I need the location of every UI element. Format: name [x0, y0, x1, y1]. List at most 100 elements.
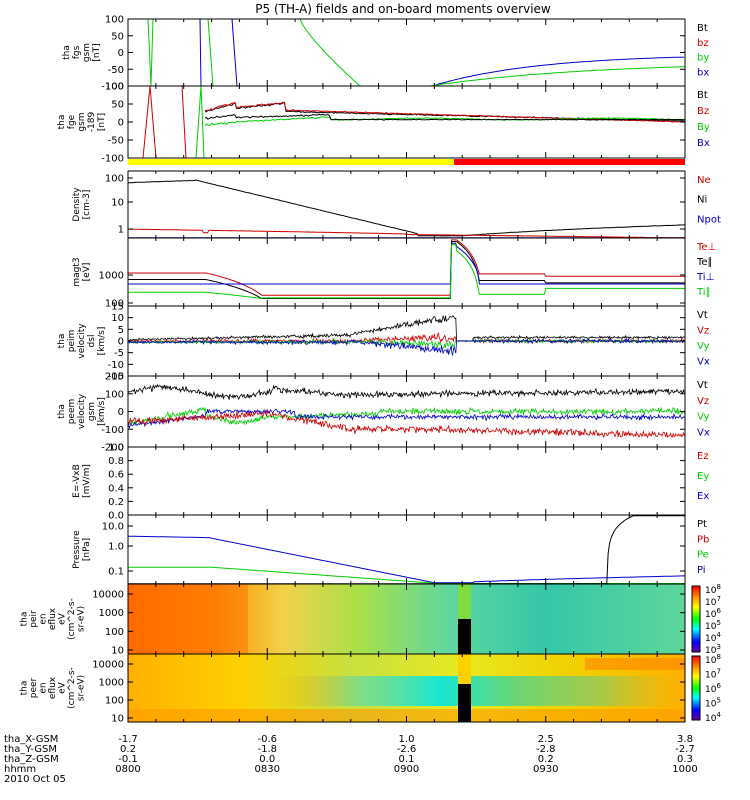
y-axis-label-peir: eflux [48, 607, 58, 630]
legend-temp-Ti⊥: Ti⊥ [696, 272, 714, 283]
y-axis-label-density: [cm-3] [82, 190, 92, 220]
legend-pressure-Pi: Pi [697, 565, 706, 576]
legend-peem-Vy: Vy [697, 412, 710, 423]
x-axis-date: 2010 Oct 05 [4, 774, 66, 785]
y-tick-label-peem: 100 [105, 389, 124, 400]
series-fge-by-spike [195, 86, 205, 158]
figure-title: P5 (TH-A) fields and on-board moments ov… [255, 2, 551, 16]
plot-area-peim [128, 314, 685, 357]
legend-pressure-Pe: Pe [697, 550, 709, 561]
x-tick-label-tha_Z-GSM: 0.0 [259, 754, 275, 765]
x-tick-label-tha_Y-GSM: -2.8 [536, 744, 556, 755]
plot-area-fgs [147, 19, 685, 86]
x-tick-label-tha_Z-GSM: -0.1 [118, 754, 138, 765]
y-tick-label-peem: 200 [105, 372, 124, 383]
heatmap-hotspot-peir [128, 584, 248, 654]
y-axis-label-peir: (cm^2-s- [67, 598, 77, 640]
y-tick-label-peim: -10 [108, 360, 124, 371]
legend-efield-Ey: Ey [697, 471, 709, 482]
x-tick-label-tha_Y-GSM: 0.2 [120, 744, 136, 755]
x-tick-label-tha_Z-GSM: 0.3 [677, 754, 693, 765]
y-tick-label-pressure: 0.1 [108, 567, 124, 578]
y-tick-label-fgs: 0 [118, 48, 124, 59]
panel-pressure: Pressure [nPa] 10.0 1.0 0.1 Pt Pb Pe Pi [72, 514, 709, 585]
x-row-label-tha_X-GSM: tha_X-GSM [4, 734, 58, 745]
heatmap-fill-peer [458, 684, 471, 722]
series-temp-ti-perp [128, 242, 685, 285]
plot-area-density [128, 179, 685, 238]
panel-fge: tha fge gsm -189 [nT] 100 50 0 -50 -100 Bt Bz By Bx [57, 82, 710, 165]
series-pressure-pi [128, 535, 685, 584]
y-tick-label-fgs: 100 [105, 15, 124, 26]
legend-density-Npot: Npot [697, 214, 721, 225]
panel-frame-efield [127, 446, 686, 516]
plot-area-peem [128, 383, 685, 439]
series-peem-vt [128, 383, 685, 400]
x-tick-label-tha_X-GSM: 1.0 [399, 734, 415, 745]
series-peim-vx [128, 337, 685, 357]
series-temp-te-par [128, 241, 685, 299]
legend-peim-Vy: Vy [697, 341, 710, 352]
y-tick-label-pressure: 10.0 [102, 522, 124, 533]
y-tick-label-fge: 0 [118, 118, 124, 129]
y-axis-label-peir: tha [20, 612, 30, 627]
y-tick-label-fge: -50 [108, 136, 124, 147]
y-tick-label-fgs: -100 [101, 82, 124, 93]
plot-area-peer [128, 654, 685, 722]
y-axis-label-peem: peem [67, 399, 77, 425]
panel-fgs: tha fgs gsm [nT] 100 50 0 -50 -100 Bt bz by bx [62, 15, 709, 93]
mode-bar-red [454, 159, 685, 165]
y-axis-label-efield: E=-VxB [72, 464, 82, 498]
y-tick-label-peir: 100 [105, 627, 124, 638]
series-fge-bz-spike [142, 86, 157, 158]
plot-area-fge [142, 86, 685, 158]
legend-peim-Vz: Vz [697, 326, 709, 337]
y-axis-label-peir: eV [58, 612, 68, 625]
y-axis-label-peir: peir [29, 610, 39, 628]
y-tick-label-peim: -5 [114, 348, 124, 359]
y-axis-label-peer: peer [29, 677, 39, 698]
y-axis-label-peir: sr-eV) [77, 606, 87, 632]
y-axis-label-peer: (cm^2-s- [67, 667, 77, 709]
legend-peim-Vx: Vx [697, 357, 710, 368]
panel-temp: magt3 [eV] 1000 100 Te⊥ Te∥ Ti⊥ Ti∥ [72, 237, 716, 310]
legend-fgs-by: by [697, 53, 709, 64]
legend-peem-Vz: Vz [697, 396, 709, 407]
y-tick-label-peer: 10000 [92, 660, 124, 671]
panel-density: Density [cm-3] 100 10 1 Ne Ni Npot [72, 170, 721, 239]
y-tick-label-temp: 100 [105, 299, 124, 310]
y-tick-label-fgs: -50 [108, 65, 124, 76]
y-axis-label-peer: eflux [48, 676, 58, 699]
series-fgs-by [429, 66, 685, 86]
legend-efield-Ex: Ex [697, 491, 709, 502]
series-peim-vt [128, 314, 685, 342]
y-axis-label-peim: tha [57, 334, 67, 349]
heatmap-background-peir [128, 584, 685, 654]
legend-temp-Te∥: Te∥ [696, 257, 713, 268]
legend-peem-Vx: Vx [697, 427, 710, 438]
y-tick-label-peim: -15 [108, 372, 124, 383]
series-pressure-pt [128, 515, 685, 584]
y-axis-label-temp: [eV] [82, 263, 92, 282]
legend-pressure-Pt: Pt [697, 519, 707, 530]
legend-density-Ni: Ni [697, 195, 707, 206]
y-tick-label-peer: 100 [105, 696, 124, 707]
x-tick-label-tha_X-GSM: -0.6 [257, 734, 277, 745]
mode-bar-yellow [128, 159, 454, 165]
series-fge-by [204, 116, 685, 127]
y-axis-label-peem: velocity [77, 393, 87, 429]
y-axis-label-peim: velocity [77, 323, 87, 359]
y-tick-label-efield: 1.0 [108, 443, 124, 454]
y-tick-label-density: 1 [118, 225, 124, 236]
panel-frame-pressure [127, 514, 686, 585]
series-fgs-bx-spike2 [231, 19, 238, 86]
panel-frame-fge [127, 85, 686, 159]
colorbar-label-peer: 107 [705, 668, 721, 681]
series-fgs-by-spike2 [207, 19, 214, 86]
y-axis-label-pressure: Pressure [72, 530, 82, 569]
y-tick-label-peim: 0 [118, 337, 124, 348]
panel-peem: tha peem velocity gsm [km/s] 200 100 0 -100 -200 V… [57, 372, 710, 454]
legend-efield-Ez: Ez [697, 451, 709, 462]
heatmap-fill-peir [458, 619, 471, 654]
